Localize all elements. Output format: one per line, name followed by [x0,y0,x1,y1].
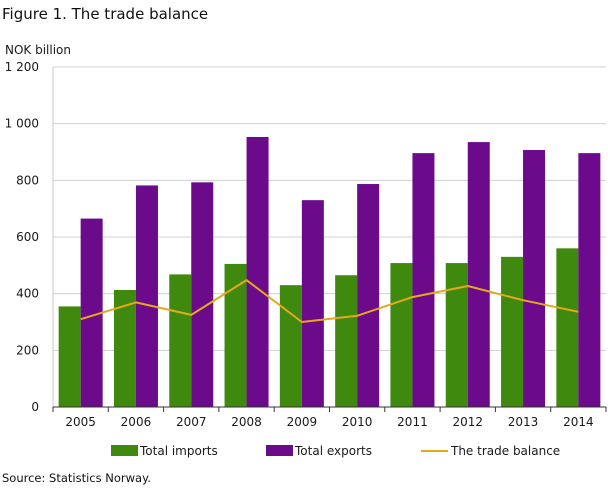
legend-label-exports: Total exports [294,444,372,458]
bar-exports-2012 [467,142,490,408]
x-tick-label-2011: 2011 [397,415,428,429]
bar-imports-2005 [58,306,81,407]
x-tick-label-2012: 2012 [452,415,483,429]
legend: Total imports Total exports The trade bala… [111,444,560,458]
y-tick-label: 1 200 [5,60,39,74]
y-tick-label: 1 000 [5,117,39,131]
bar-exports-2013 [523,150,546,407]
balance-line-path [80,279,579,323]
x-tick-label-2007: 2007 [176,415,207,429]
bar-exports-2009 [301,200,324,407]
x-tick-label-2006: 2006 [121,415,152,429]
y-tick-label: 400 [16,287,39,301]
x-tick-label-2009: 2009 [287,415,318,429]
bar-imports-2011 [390,263,413,407]
x-tick-label-2010: 2010 [342,415,373,429]
bar-imports-2010 [335,275,358,407]
bar-exports-2014 [578,153,601,407]
bar-imports-2007 [169,274,192,407]
bar-exports-2008 [246,136,269,407]
x-tick-label-2005: 2005 [65,415,96,429]
bar-exports-2005 [80,218,103,407]
bars [58,136,601,408]
bar-imports-2012 [445,263,468,407]
source-note: Source: Statistics Norway. [2,471,151,485]
y-tick-label: 800 [16,173,39,187]
bar-exports-2011 [412,153,435,407]
x-tick-label-2014: 2014 [563,415,594,429]
x-tick-label-2013: 2013 [508,415,539,429]
bar-imports-2014 [556,248,579,407]
x-tick-label-2008: 2008 [231,415,262,429]
legend-swatch-imports [111,445,138,456]
y-tick-label: 600 [16,230,39,244]
balance-line [80,279,579,323]
bar-imports-2008 [224,263,247,407]
chart-title: Figure 1. The trade balance [2,5,209,23]
y-axis-label: NOK billion [5,43,71,57]
bar-exports-2006 [135,185,158,407]
y-axis: NOK billion 0 200 400 600 800 1 000 1 200 [5,43,71,414]
bar-imports-2009 [279,285,302,407]
y-tick-label: 200 [16,343,39,357]
bar-exports-2010 [357,184,380,407]
legend-label-imports: Total imports [139,444,218,458]
legend-label-balance: The trade balance [450,444,560,458]
bar-imports-2013 [501,256,524,407]
y-tick-label: 0 [31,400,39,414]
bar-exports-2007 [191,182,214,407]
legend-swatch-exports [266,445,293,456]
bar-imports-2006 [113,289,136,407]
x-axis: 2005 2006 2007 2008 2009 2010 2011 2012 2013 2014 [52,406,607,429]
